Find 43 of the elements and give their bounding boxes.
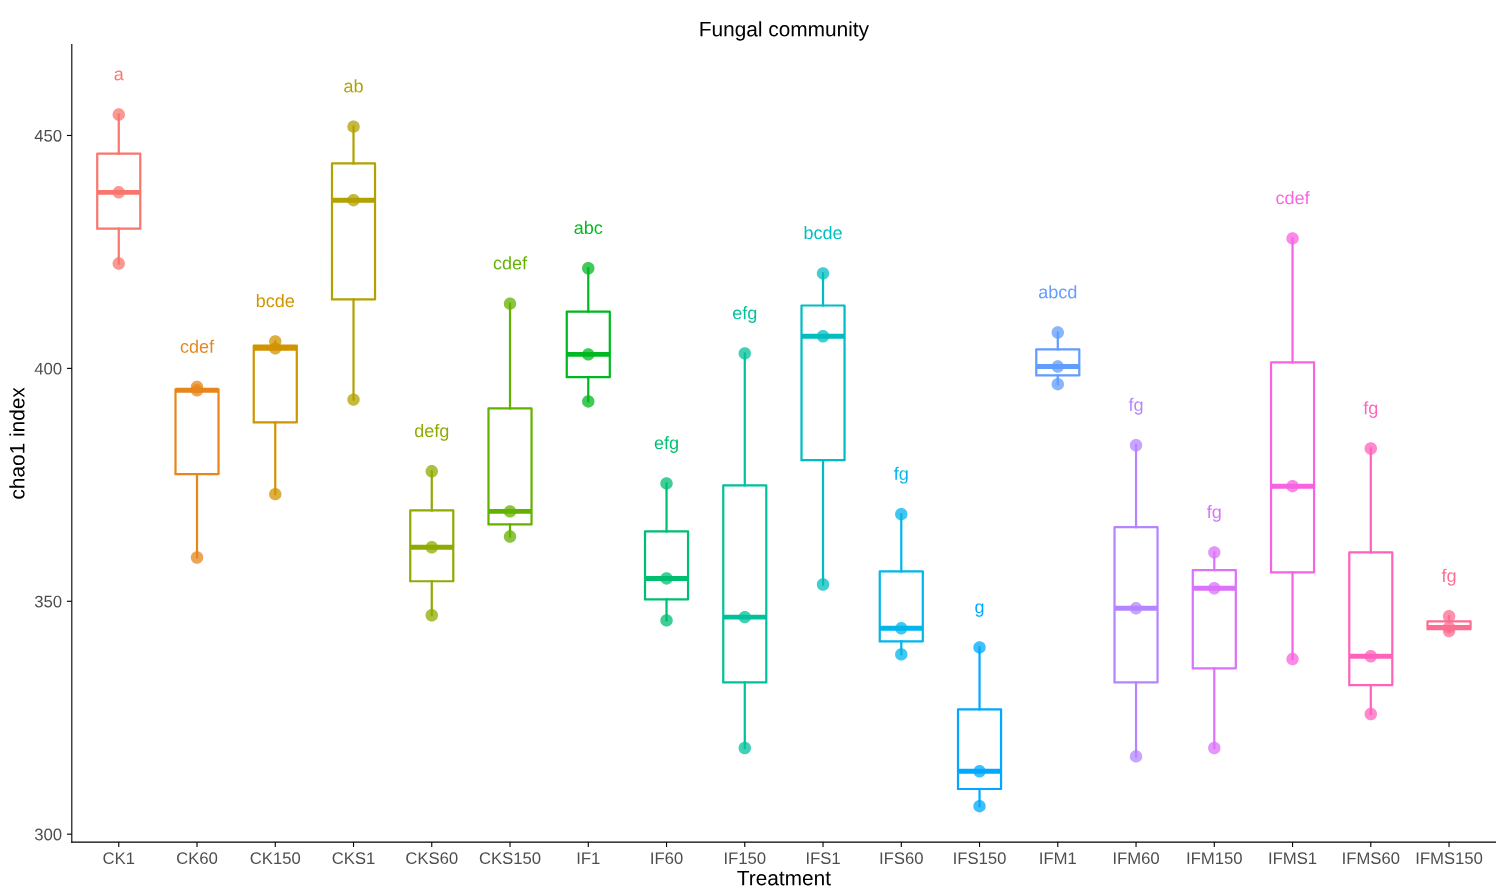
y-tick-label: 450 xyxy=(34,129,62,142)
annotation: ab xyxy=(344,79,363,93)
annotation: efg xyxy=(733,306,757,323)
annotation: defg xyxy=(414,423,449,441)
annotation: cdef xyxy=(180,339,215,353)
y-tick-label: 300 xyxy=(34,828,62,841)
y-axis-title: chao1 index xyxy=(9,387,25,499)
x-tick-label: IF150 xyxy=(725,852,766,865)
annotation: a xyxy=(114,70,124,81)
x-tick-label: CKS1 xyxy=(332,852,375,865)
y-tick-label: 350 xyxy=(34,595,62,608)
x-tick-label: IFMS60 xyxy=(1343,852,1400,865)
x-tick-label: IFS150 xyxy=(954,852,1006,865)
annotation: bcde xyxy=(256,293,295,308)
x-tick-label: IFMS1 xyxy=(1269,852,1317,865)
annotation: abcd xyxy=(1038,285,1077,299)
x-tick-label: IF1 xyxy=(577,852,600,864)
x-tick-label: IFM1 xyxy=(1040,852,1076,864)
annotation: fg xyxy=(1363,401,1378,418)
annotation: fg xyxy=(894,466,908,484)
annotation: g xyxy=(975,603,984,617)
x-tick-label: IFM60 xyxy=(1113,852,1160,865)
annotation: efg xyxy=(654,436,678,453)
x-tick-label: CK1 xyxy=(103,852,135,865)
annotation: fg xyxy=(1128,397,1143,415)
x-axis-title: Treatment xyxy=(737,870,831,886)
annotation: cdef xyxy=(493,256,528,270)
x-tick-label: IFM150 xyxy=(1187,852,1242,865)
x-tick-label: CK150 xyxy=(250,852,301,865)
x-tick-label: IFS60 xyxy=(880,852,923,865)
annotation: cdef xyxy=(1276,191,1310,205)
x-tick-label: IFMS150 xyxy=(1416,852,1483,865)
chart-title: Fungal community xyxy=(700,21,869,41)
x-tick-label: IFS1 xyxy=(806,852,840,865)
annotation: fg xyxy=(1207,505,1221,522)
annotation: fg xyxy=(1441,568,1456,586)
annotation: bcde xyxy=(804,225,842,240)
y-tick-label: 400 xyxy=(34,362,62,375)
x-tick-label: CKS60 xyxy=(406,852,458,865)
x-tick-label: CK60 xyxy=(177,852,218,865)
annotation: abc xyxy=(574,220,603,235)
x-tick-label: CKS150 xyxy=(479,852,541,865)
x-tick-label: IF60 xyxy=(651,852,683,865)
